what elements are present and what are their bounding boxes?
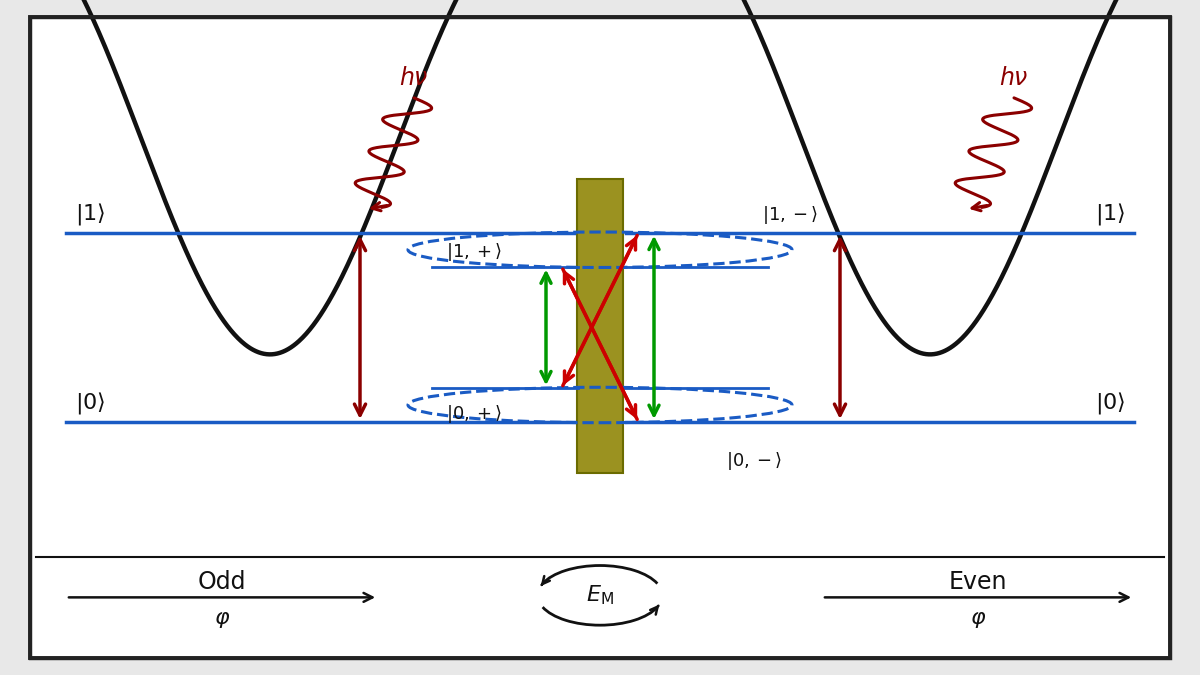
Bar — [577, 179, 623, 472]
Text: Even: Even — [949, 570, 1007, 594]
Text: Odd: Odd — [198, 570, 246, 594]
Text: $|0,+\rangle$: $|0,+\rangle$ — [446, 403, 502, 425]
Text: $|1,-\rangle$: $|1,-\rangle$ — [762, 204, 818, 226]
Text: $|1\rangle$: $|1\rangle$ — [74, 201, 106, 227]
Text: $\varphi$: $\varphi$ — [970, 610, 986, 630]
Text: $|0\rangle$: $|0\rangle$ — [1094, 390, 1126, 416]
FancyBboxPatch shape — [30, 17, 1170, 658]
Text: $h\nu$: $h\nu$ — [400, 65, 428, 90]
Text: $|0,-\rangle$: $|0,-\rangle$ — [726, 450, 782, 472]
Text: $\varphi$: $\varphi$ — [214, 610, 230, 630]
Text: $h\nu$: $h\nu$ — [1000, 65, 1028, 90]
Text: $|1,+\rangle$: $|1,+\rangle$ — [446, 241, 502, 263]
Text: $E_{\rm M}$: $E_{\rm M}$ — [586, 584, 614, 607]
Text: $|0\rangle$: $|0\rangle$ — [74, 390, 106, 416]
Text: $|1\rangle$: $|1\rangle$ — [1094, 201, 1126, 227]
